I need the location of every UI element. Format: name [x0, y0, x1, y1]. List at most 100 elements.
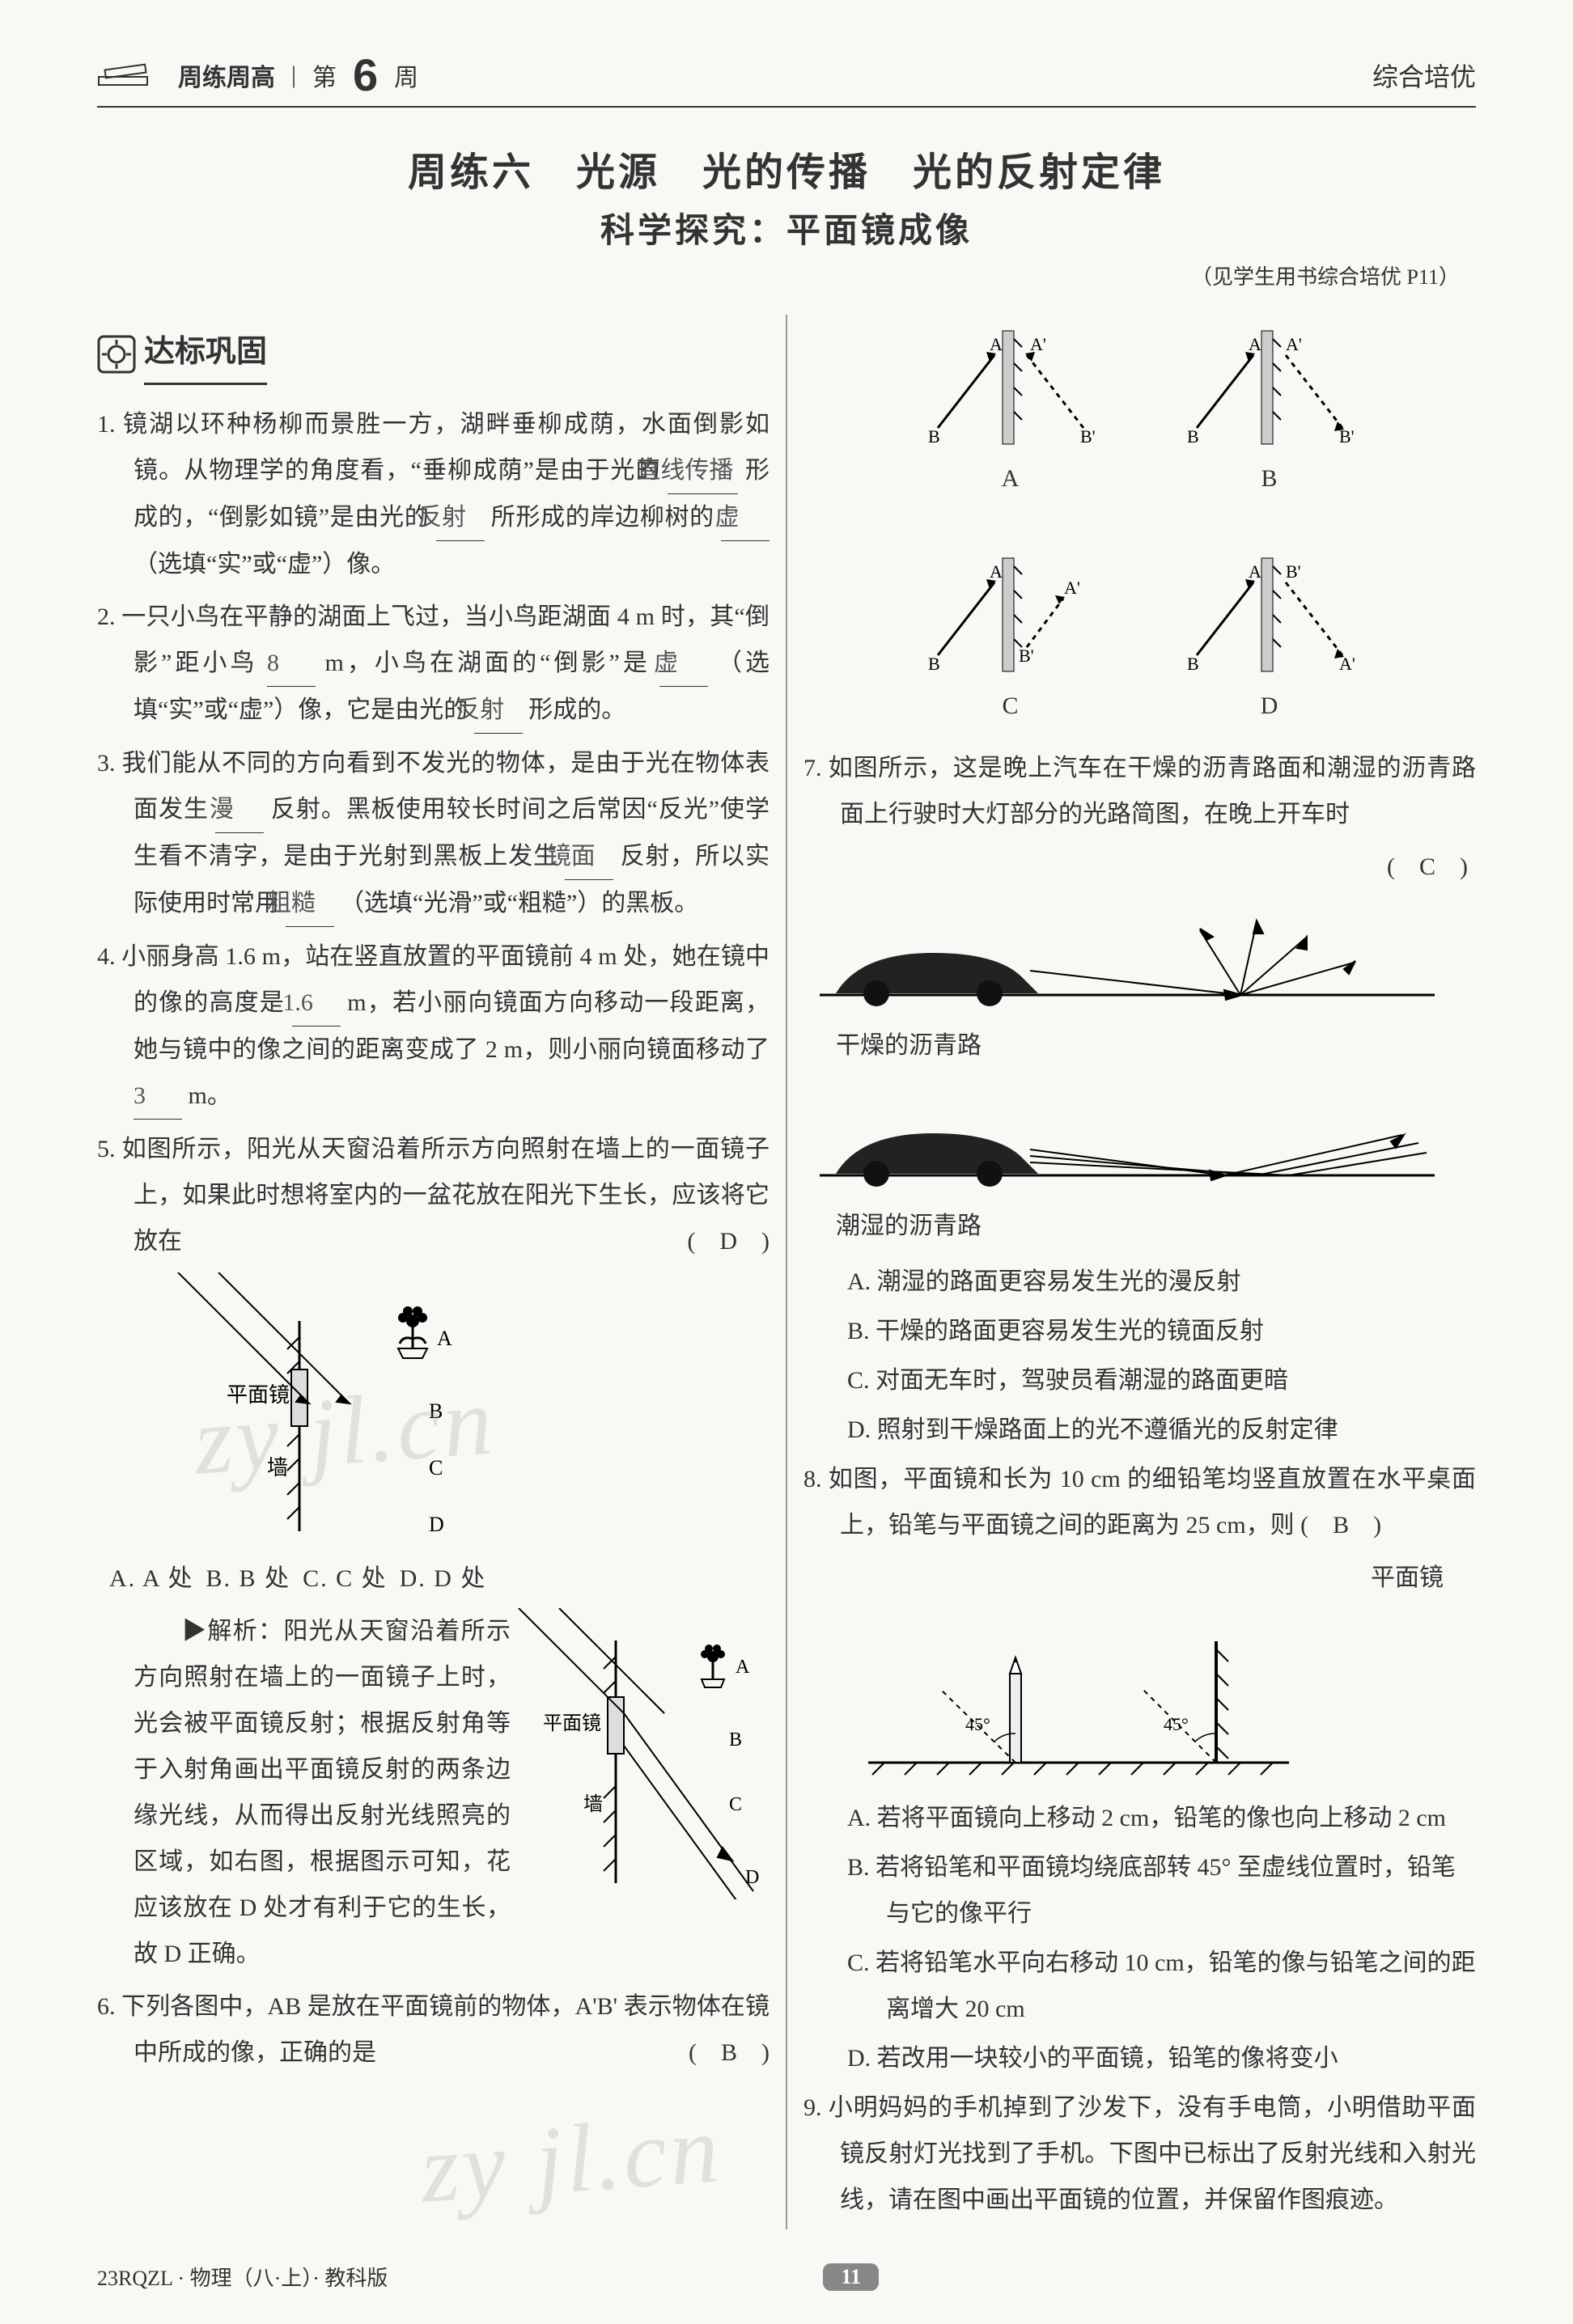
q2-stem-d: 形成的。	[528, 696, 625, 723]
question-9: 9. 小明妈妈的手机掉到了沙发下，没有手电筒，小明借助平面镜反射灯光找到了手机。…	[803, 2085, 1476, 2223]
flower-icon	[398, 1306, 427, 1358]
reference-note: （见学生用书综合培优 P11）	[97, 260, 1476, 290]
svg-text:B': B'	[1339, 426, 1355, 447]
q2-answer-1: 8	[267, 640, 316, 687]
q6-diagram-a: AB A'B'	[905, 323, 1116, 452]
week-prefix: 第	[312, 57, 337, 93]
series-title: 周练周高	[178, 57, 275, 93]
q8-opt-b: B. 若将铅笔和平面镜均绕底部转 45° 至虚线位置时，铅笔与它的像平行	[847, 1844, 1476, 1937]
q4-answer-2: 3	[134, 1073, 182, 1120]
q7-opt-b: B. 干燥的路面更容易发生光的镜面反射	[847, 1308, 1476, 1354]
books-icon	[97, 59, 162, 91]
sub-title: 科学探究：平面镜成像	[97, 203, 1476, 252]
q7-opt-c: C. 对面无车时，驾驶员看潮湿的路面更暗	[847, 1357, 1476, 1403]
header-left: 周练周高 | 第 6 周	[97, 49, 418, 101]
q6-stem: 6. 下列各图中，AB 是放在平面镜前的物体，A'B' 表示物体在镜中所成的像，…	[97, 1993, 770, 2066]
q1-answer-3: 虚	[721, 494, 770, 541]
right-column: AB A'B' A AB A'B'	[803, 315, 1476, 2229]
svg-text:45°: 45°	[1164, 1714, 1189, 1734]
q8-opt-c: C. 若将铅笔水平向右移动 10 cm，铅笔的像与铅笔之间的距离增大 20 cm	[847, 1940, 1476, 2032]
week-number: 6	[353, 49, 378, 101]
title-block: 周练六 光源 光的传播 光的反射定律 科学探究：平面镜成像	[97, 140, 1476, 252]
section-heading: 达标巩固	[144, 323, 267, 385]
q2-answer-3: 反射	[474, 687, 523, 734]
svg-text:A': A'	[1030, 334, 1046, 354]
svg-text:墙: 墙	[583, 1793, 603, 1815]
q6-cap-d: D	[1164, 683, 1375, 729]
q5-figure-1: A 平面镜 B 墙 C D	[129, 1272, 770, 1547]
q5-label-wall: 墙	[267, 1456, 288, 1479]
q6-fig-c: AB A'B' C	[905, 550, 1116, 729]
svg-text:A': A'	[1064, 578, 1080, 598]
q8-paren: ( B )	[1300, 1512, 1381, 1539]
question-8: 8. 如图，平面镜和长为 10 cm 的细铅笔均竖直放置在水平桌面上，铅笔与平面…	[803, 1456, 1476, 1548]
q8-opt-d: D. 若改用一块较小的平面镜，铅笔的像将变小	[847, 2035, 1476, 2081]
q8-opt-a: A. 若将平面镜向上移动 2 cm，铅笔的像也向上移动 2 cm	[847, 1795, 1476, 1841]
q7-diagram-wet	[820, 1078, 1435, 1200]
question-2: 2. 一只小鸟在平静的湖面上飞过，当小鸟距湖面 4 m 时，其“倒影”距小鸟 8…	[97, 594, 770, 734]
q8-mirror-label: 平面镜	[803, 1555, 1476, 1601]
q4-stem-c: m。	[189, 1082, 231, 1109]
svg-text:A: A	[990, 334, 1003, 354]
q6-diagram-b: AB A'B'	[1164, 323, 1375, 452]
q5-diagram-1: A 平面镜 B 墙 C D	[129, 1272, 534, 1547]
q5-explain-block: A 平面镜 B 墙 C D ▶解析：阳光从天窗沿着所示方向照射在墙上的一面镜子上…	[97, 1608, 770, 1983]
q6-fig-b: AB A'B' B	[1164, 323, 1375, 502]
q6-cap-a: A	[905, 455, 1116, 502]
svg-text:B: B	[928, 654, 940, 674]
flower-icon-2	[701, 1645, 725, 1687]
q5-diagram-2: A 平面镜 B 墙 C D	[511, 1608, 770, 1899]
q7-figure-wet	[820, 1078, 1476, 1200]
question-4: 4. 小丽身高 1.6 m，站在竖直放置的平面镜前 4 m 处，她在镜中的像的高…	[97, 933, 770, 1120]
q5-label-C: C	[429, 1456, 443, 1479]
q5-opt-d: D. D 处	[436, 1556, 487, 1602]
q5-answer: D	[719, 1228, 737, 1255]
svg-text:B: B	[1187, 426, 1199, 447]
svg-text:B: B	[1187, 654, 1199, 674]
svg-text:45°: 45°	[965, 1714, 990, 1734]
question-5: 5. 如图所示，阳光从天窗沿着所示方向照射在墙上的一面镜子上，如果此时想将室内的…	[97, 1126, 770, 1264]
page-header: 周练周高 | 第 6 周 综合培优	[97, 49, 1476, 108]
q7-options: A. 潮湿的路面更容易发生光的漫反射 B. 干燥的路面更容易发生光的镜面反射 C…	[803, 1259, 1476, 1453]
q7-caption-wet: 潮湿的沥青路	[803, 1203, 1476, 1249]
q3-answer-1: 漫	[215, 786, 264, 833]
q5-label-D: D	[429, 1513, 444, 1536]
q3-answer-2: 镜面	[565, 833, 613, 880]
q6-fig-d: AB B'A' D	[1164, 550, 1375, 729]
week-suffix: 周	[394, 57, 418, 93]
question-3: 3. 我们能从不同的方向看到不发光的物体，是由于光在物体表面发生 漫 反射。黑板…	[97, 740, 770, 927]
q1-stem-d: （选填“实”或“虚”）像。	[134, 551, 395, 578]
q5-label-A: A	[437, 1327, 452, 1350]
question-6: 6. 下列各图中，AB 是放在平面镜前的物体，A'B' 表示物体在镜中所成的像，…	[97, 1983, 770, 2076]
svg-text:平面镜: 平面镜	[543, 1712, 601, 1734]
q7-stem: 7. 如图所示，这是晚上汽车在干燥的沥青路面和潮湿的沥青路面上行驶时大灯部分的光…	[803, 755, 1476, 828]
svg-text:B: B	[729, 1729, 742, 1750]
q5-figure-2: A 平面镜 B 墙 C D	[511, 1608, 770, 1899]
q8-diagram: 45° 45°	[836, 1609, 1321, 1787]
svg-text:A: A	[1249, 561, 1261, 582]
left-column: 达标巩固 1. 镜湖以环种杨柳而景胜一方，湖畔垂柳成荫，水面倒影如镜。从物理学的…	[97, 315, 770, 2229]
svg-text:A: A	[736, 1657, 750, 1678]
q5-label-B: B	[429, 1399, 443, 1423]
svg-text:A: A	[990, 561, 1003, 582]
section-header: 达标巩固	[97, 323, 770, 385]
svg-text:A': A'	[1286, 334, 1302, 354]
q7-answer: C	[1419, 853, 1435, 880]
q5-stem: 5. 如图所示，阳光从天窗沿着所示方向照射在墙上的一面镜子上，如果此时想将室内的…	[97, 1136, 770, 1255]
q7-opt-d: D. 照射到干燥路面上的光不遵循光的反射定律	[847, 1407, 1476, 1453]
question-7: 7. 如图所示，这是晚上汽车在干燥的沥青路面和潮湿的沥青路面上行驶时大灯部分的光…	[803, 745, 1476, 837]
footer-code: 23RQZL · 物理（八·上）· 教科版	[97, 2262, 388, 2292]
q6-fig-a: AB A'B' A	[905, 323, 1116, 502]
q2-stem-b: m，小鸟在湖面的“倒影”是	[325, 650, 651, 676]
q6-cap-b: B	[1164, 455, 1375, 502]
svg-text:C: C	[729, 1794, 742, 1815]
column-divider	[786, 315, 787, 2229]
page-number: 11	[823, 2263, 879, 2291]
svg-text:B: B	[928, 426, 940, 447]
content-columns: 达标巩固 1. 镜湖以环种杨柳而景胜一方，湖畔垂柳成荫，水面倒影如镜。从物理学的…	[97, 315, 1476, 2229]
q8-answer: B	[1333, 1512, 1349, 1539]
svg-text:D: D	[745, 1867, 759, 1888]
q6-answer: B	[721, 2039, 737, 2066]
q6-figures: AB A'B' A AB A'B'	[803, 323, 1476, 729]
q7-caption-dry: 干燥的沥青路	[803, 1022, 1476, 1069]
